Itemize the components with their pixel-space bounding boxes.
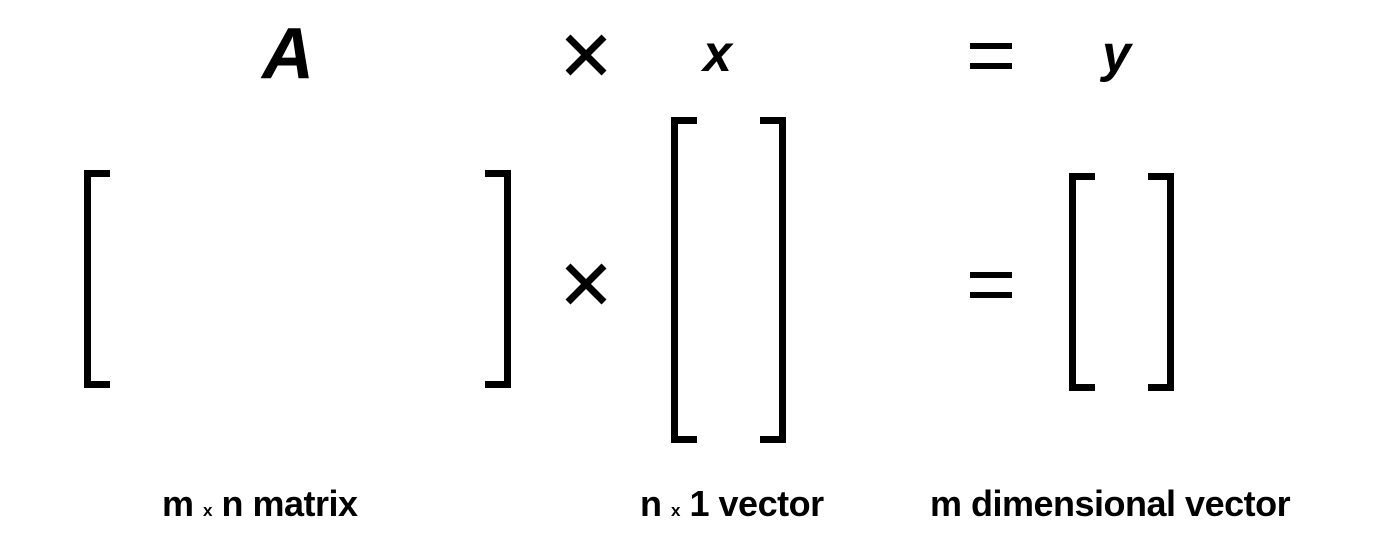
matrix-caption-n: n matrix [221, 483, 359, 524]
vector-y-left-bracket [1069, 173, 1095, 391]
vector-x-right-bracket [760, 117, 786, 443]
vector-y-caption: m dimensional vector [930, 483, 1291, 524]
matrix-right-bracket [485, 170, 511, 388]
vector-x-caption: n x 1 vector [640, 482, 824, 525]
vector-x-caption-1: 1 vector [689, 483, 825, 524]
equals-sign-middle [970, 269, 1012, 301]
matrix-left-bracket [84, 170, 110, 388]
matrix-symbol-A: A [262, 14, 314, 94]
vector-symbol-x: x [703, 25, 732, 83]
vector-x-caption-times: x [671, 501, 680, 520]
vector-y-right-bracket [1148, 173, 1174, 391]
matrix-caption-m: m [162, 483, 194, 524]
multiply-sign-middle [563, 261, 609, 307]
multiply-sign-top [563, 32, 609, 78]
vector-x-caption-n: n [640, 483, 662, 524]
result-symbol-y: y [1102, 25, 1131, 83]
matrix-caption: m x n matrix [162, 482, 358, 525]
equals-sign-top [970, 40, 1012, 72]
matrix-caption-times: x [203, 501, 212, 520]
vector-x-left-bracket [671, 117, 697, 443]
